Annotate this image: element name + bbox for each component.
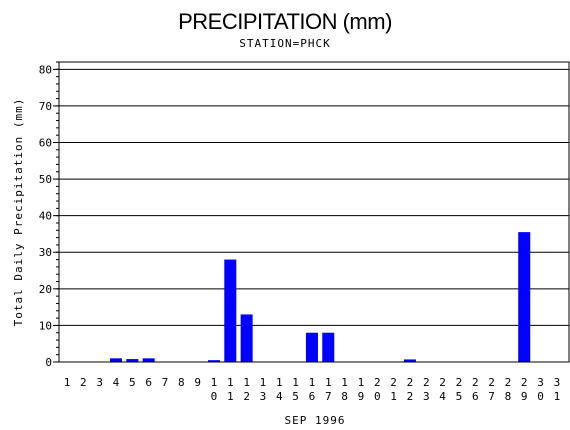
plot-frame [58,61,570,363]
bar-day-6 [142,358,155,362]
chart-title: PRECIPITATION (mm) [178,9,392,34]
x-tick-label: 3 [423,390,430,403]
x-tick-label: 1 [260,376,267,389]
y-tick-label: 60 [39,136,52,149]
grid-lines [59,68,569,326]
x-tick-label: 1 [64,376,71,389]
chart-subtitle: STATION=PHCK [239,37,330,50]
x-tick-label: 0 [374,390,381,403]
x-tick-label: 1 [276,376,283,389]
x-tick-label: 7 [325,390,332,403]
x-tick-label: 2 [407,376,414,389]
x-tick-label: 4 [113,376,120,389]
bar-day-11 [224,259,237,362]
x-tick-label: 2 [439,376,446,389]
x-tick-label: 2 [80,376,87,389]
x-tick-label: 1 [227,376,234,389]
x-tick-label: 2 [505,376,512,389]
x-tick-label: 2 [243,390,250,403]
x-tick-label: 2 [472,376,479,389]
y-tick-label: 20 [39,283,52,296]
x-tick-label: 1 [390,390,397,403]
x-tick-label: 1 [309,376,316,389]
bar-day-12 [240,314,253,362]
x-tick-label: 2 [456,376,463,389]
x-tick-label: 2 [407,390,414,403]
x-tick-label: 2 [374,376,381,389]
bar-day-17 [322,332,335,362]
y-tick-label: 10 [39,319,52,332]
bars [109,232,531,362]
x-tick-label: 1 [243,376,250,389]
x-axis: 1 2 3 4 5 6 7 8 9 1011121314151617181920212223242… [64,376,561,403]
x-tick-label: 5 [292,390,299,403]
x-tick-label: 3 [554,376,561,389]
y-tick-label: 40 [39,210,52,223]
x-tick-label: 1 [292,376,299,389]
bar-day-10 [207,360,220,362]
x-tick-label: 9 [194,376,201,389]
bar-day-4 [109,358,122,362]
bar-day-5 [126,359,139,362]
y-tick-label: 50 [39,173,52,186]
bar-day-29 [518,232,531,362]
x-tick-label: 0 [537,390,544,403]
x-tick-label: 7 [488,390,495,403]
x-tick-label: 2 [423,376,430,389]
x-tick-label: 1 [554,390,561,403]
x-tick-label: 2 [488,376,495,389]
y-axis: 0 10 20 30 40 50 60 70 80 [39,61,59,369]
x-tick-label: 3 [260,390,267,403]
x-tick-label: 6 [145,376,152,389]
bar-day-16 [305,332,318,362]
x-tick-label: 7 [162,376,169,389]
x-tick-label: 1 [211,376,218,389]
y-tick-label: 80 [39,63,52,76]
x-tick-label: 5 [129,376,136,389]
x-tick-label: 1 [358,376,365,389]
y-tick-label: 30 [39,246,52,259]
y-axis-label: Total Daily Precipitation (mm) [12,98,25,327]
x-tick-label: 1 [341,376,348,389]
x-tick-label: 6 [309,390,316,403]
x-tick-label: 5 [456,390,463,403]
x-tick-label: 0 [211,390,218,403]
x-axis-label: SEP 1996 [285,414,346,427]
x-tick-label: 4 [276,390,283,403]
x-tick-label: 8 [178,376,185,389]
y-tick-label: 70 [39,100,52,113]
x-tick-label: 8 [341,390,348,403]
x-tick-label: 6 [472,390,479,403]
x-tick-label: 8 [505,390,512,403]
x-tick-label: 1 [325,376,332,389]
x-tick-label: 1 [227,390,234,403]
x-tick-label: 9 [358,390,365,403]
y-tick-label: 0 [45,356,52,369]
x-tick-label: 3 [96,376,103,389]
bar-day-22 [403,359,416,362]
x-tick-label: 2 [521,376,528,389]
x-tick-label: 4 [439,390,446,403]
x-tick-label: 9 [521,390,528,403]
x-tick-label: 3 [537,376,544,389]
x-tick-label: 2 [390,376,397,389]
